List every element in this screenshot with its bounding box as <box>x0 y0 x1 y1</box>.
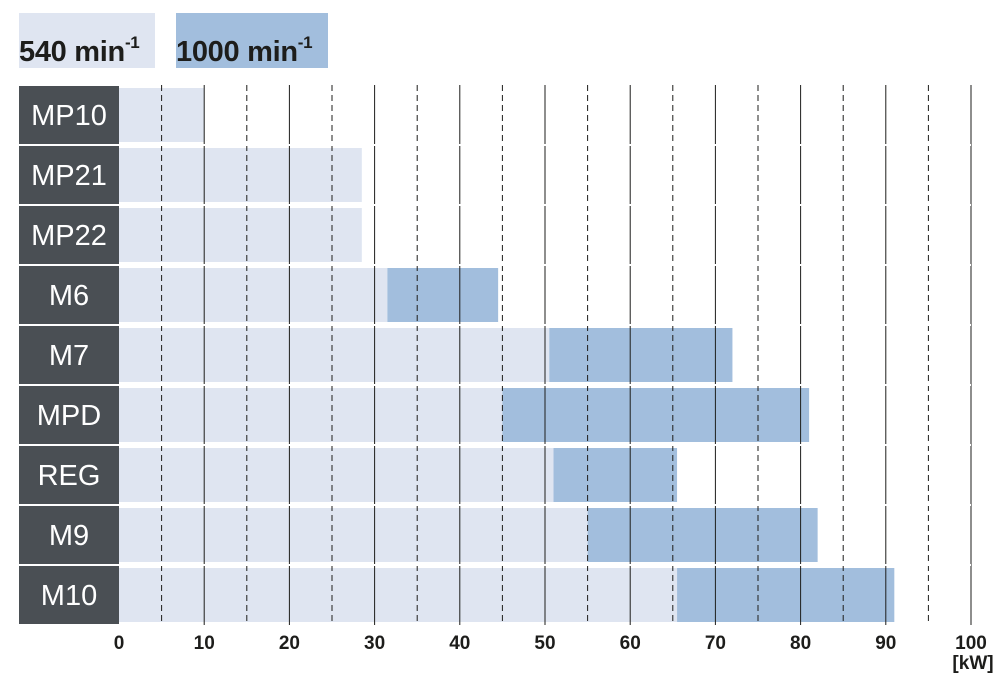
x-tick-label: 50 <box>534 633 555 654</box>
x-tick-label: 40 <box>449 633 470 654</box>
bar-1000-mpd <box>502 388 810 442</box>
category-label-m7: M7 <box>49 340 89 372</box>
category-label-bg-mp10 <box>19 86 119 144</box>
category-label-bg-mp21 <box>19 146 119 204</box>
category-label-mpd: MPD <box>37 400 101 432</box>
category-label-bg-m6 <box>19 266 119 324</box>
x-tick-label: 30 <box>364 633 385 654</box>
bar-540-m6 <box>119 268 388 322</box>
bar-540-mp22 <box>119 208 362 262</box>
x-tick-label: 60 <box>620 633 641 654</box>
bar-540-m7 <box>119 328 550 382</box>
category-label-bg-m10 <box>19 566 119 624</box>
legend-swatch-540 <box>19 13 155 68</box>
x-tick-label: 10 <box>194 633 215 654</box>
category-label-reg: REG <box>38 460 101 492</box>
category-label-bg-mp22 <box>19 206 119 264</box>
bar-540-reg <box>119 448 554 502</box>
legend-swatch-1000 <box>176 13 328 68</box>
category-label-m10: M10 <box>41 580 97 612</box>
bar-540-mp21 <box>119 148 362 202</box>
x-axis-unit-label: [kW] <box>952 653 993 674</box>
category-label-mp22: MP22 <box>31 220 107 252</box>
category-label-bg-m9 <box>19 506 119 564</box>
legend-label-540: 540 min-1 <box>19 33 140 68</box>
category-label-mp21: MP21 <box>31 160 107 192</box>
x-tick-label: 0 <box>114 633 125 654</box>
bar-1000-m9 <box>587 508 818 562</box>
category-label-bg-mpd <box>19 386 119 444</box>
category-label-bg-m7 <box>19 326 119 384</box>
x-tick-label: 90 <box>875 633 896 654</box>
bar-540-m10 <box>119 568 678 622</box>
x-tick-label: 80 <box>790 633 811 654</box>
chart-legend: 540 min-1 1000 min-1 <box>0 0 1000 80</box>
bar-540-m9 <box>119 508 588 562</box>
bar-1000-reg <box>553 448 678 502</box>
x-tick-label: 70 <box>705 633 726 654</box>
x-tick-label: 100 <box>955 633 987 654</box>
category-label-m6: M6 <box>49 280 89 312</box>
bar-1000-m10 <box>677 568 895 622</box>
category-label-mp10: MP10 <box>31 100 107 132</box>
bar-1000-m7 <box>549 328 733 382</box>
x-tick-label: 20 <box>279 633 300 654</box>
category-label-bg-reg <box>19 446 119 504</box>
bar-540-mpd <box>119 388 503 442</box>
legend-label-1000: 1000 min-1 <box>176 33 313 68</box>
bar-1000-m6 <box>387 268 499 322</box>
category-label-m9: M9 <box>49 520 89 552</box>
